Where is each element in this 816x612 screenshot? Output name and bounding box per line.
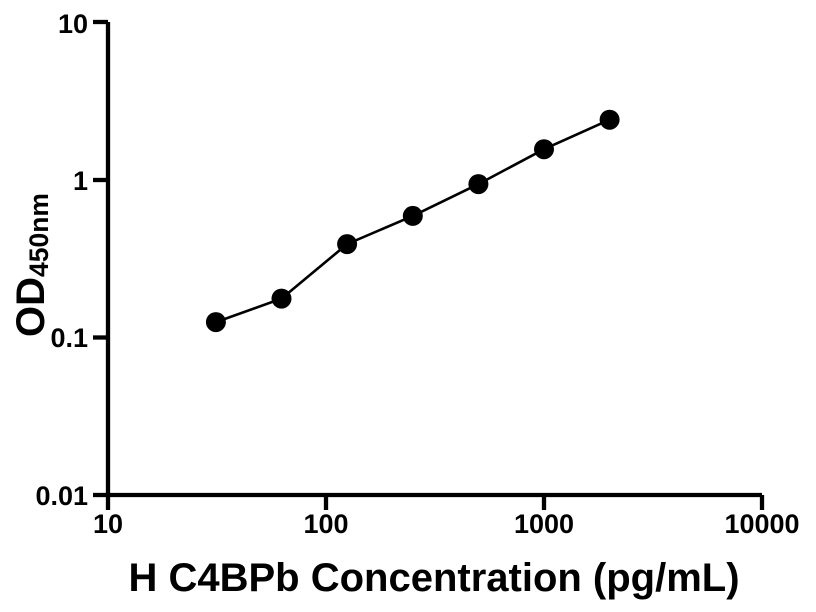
- svg-text:1000: 1000: [514, 509, 574, 539]
- svg-text:1: 1: [73, 166, 88, 196]
- svg-text:0.1: 0.1: [50, 323, 88, 353]
- svg-text:0.01: 0.01: [35, 481, 88, 511]
- svg-text:H C4BPb Concentration (pg/mL): H C4BPb Concentration (pg/mL): [128, 556, 739, 600]
- svg-text:10: 10: [93, 509, 123, 539]
- svg-text:10000: 10000: [724, 509, 799, 539]
- svg-text:100: 100: [303, 509, 348, 539]
- svg-text:OD450nm: OD450nm: [9, 193, 54, 337]
- svg-text:10: 10: [58, 9, 88, 39]
